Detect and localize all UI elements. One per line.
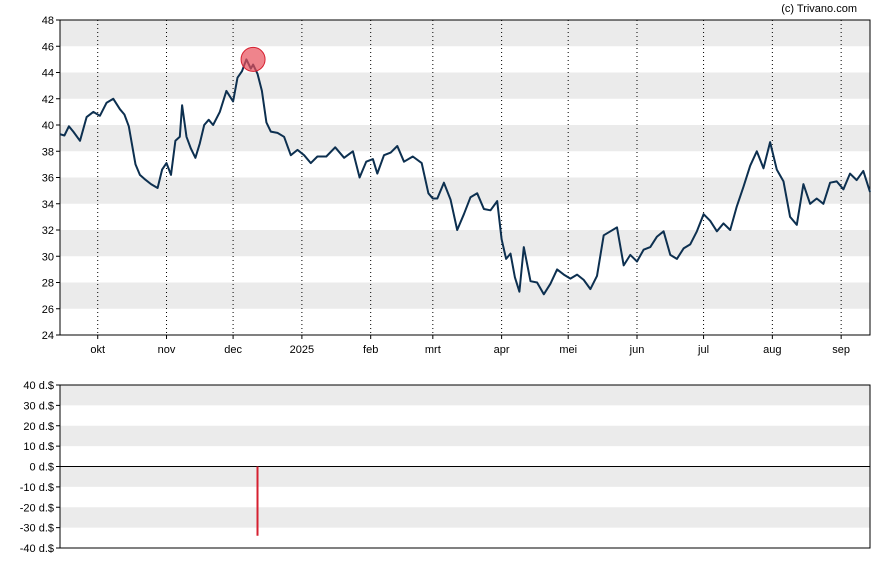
y-tick-label: 34	[42, 199, 54, 211]
price-x-axis: okt nov dec 2025 feb mrt apr mei jun jul aug sep	[90, 335, 850, 356]
price-band	[60, 177, 870, 204]
x-tick-label: mei	[559, 344, 577, 356]
y-tick-label: -30 d.$	[20, 523, 54, 535]
y-tick-label: 30	[42, 251, 54, 263]
y-tick-label: 36	[42, 173, 54, 185]
y-tick-label: 10 d.$	[23, 441, 54, 453]
y-tick-label: 24	[42, 330, 54, 342]
x-tick-label: mrt	[425, 344, 441, 356]
price-y-axis: 24 26 28 30 32 34 36 38 40 42 44 46 48	[42, 15, 60, 342]
x-tick-label: jun	[629, 344, 645, 356]
x-tick-label: aug	[763, 344, 781, 356]
y-tick-label: -20 d.$	[20, 502, 54, 514]
x-tick-label: sep	[832, 344, 850, 356]
peak-highlight-marker	[240, 46, 266, 72]
y-tick-label: 40	[42, 120, 54, 132]
dividend-chart: 40 d.$ 30 d.$ 20 d.$ 10 d.$ 0 d.$ -10 d.$ -20 …	[20, 380, 871, 555]
dividend-band	[60, 385, 870, 406]
dividend-band	[60, 425, 870, 447]
dividend-band	[60, 466, 870, 487]
x-tick-label: okt	[90, 344, 105, 356]
x-tick-label: apr	[494, 344, 510, 356]
y-tick-label: 48	[42, 15, 54, 27]
x-tick-label: dec	[224, 344, 242, 356]
x-tick-label: jul	[697, 344, 709, 356]
x-tick-label: feb	[363, 344, 378, 356]
y-tick-label: 32	[42, 225, 54, 237]
price-chart: 24 26 28 30 32 34 36 38 40 42 44 46 48 okt nov dec 2025…	[42, 15, 871, 356]
price-month-gridlines	[97, 20, 842, 335]
price-band	[60, 20, 870, 47]
dividend-bands	[60, 385, 870, 528]
dividend-y-axis: 40 d.$ 30 d.$ 20 d.$ 10 d.$ 0 d.$ -10 d.$ -20 …	[20, 380, 60, 555]
y-tick-label: 40 d.$	[23, 380, 54, 392]
y-tick-label: 0 d.$	[30, 462, 54, 474]
price-band	[60, 230, 870, 257]
x-tick-label: nov	[158, 344, 176, 356]
y-tick-label: -10 d.$	[20, 482, 54, 494]
credit-text: (c) Trivano.com	[781, 3, 857, 15]
y-tick-label: 44	[42, 68, 54, 80]
y-tick-label: 30 d.$	[23, 400, 54, 412]
y-tick-label: 42	[42, 94, 54, 106]
y-tick-label: 20 d.$	[23, 421, 54, 433]
dividend-band	[60, 507, 870, 528]
price-band	[60, 282, 870, 309]
price-bands	[60, 20, 870, 309]
price-band	[60, 72, 870, 99]
x-tick-label: 2025	[290, 344, 314, 356]
price-series-line	[59, 58, 871, 296]
y-tick-label: 38	[42, 146, 54, 158]
y-tick-label: 26	[42, 304, 54, 316]
y-tick-label: 28	[42, 278, 54, 290]
y-tick-label: 46	[42, 41, 54, 53]
y-tick-label: -40 d.$	[20, 543, 54, 555]
price-band	[60, 125, 870, 152]
